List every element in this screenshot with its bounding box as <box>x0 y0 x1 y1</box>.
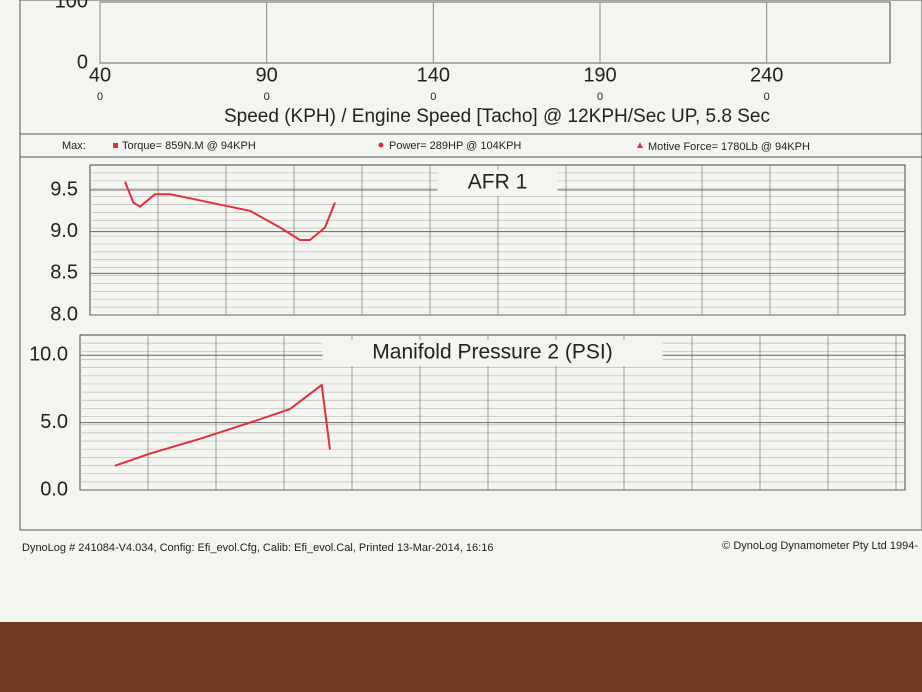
panel-title: AFR 1 <box>468 171 528 194</box>
x-tick-label: 90 <box>256 64 278 86</box>
paper <box>0 0 922 622</box>
x-tick-label: 240 <box>750 64 783 86</box>
wood-floor <box>0 620 922 692</box>
y-tick-label: 0 <box>77 51 88 73</box>
x-tick-label: 190 <box>583 64 616 86</box>
legend-marker <box>637 142 643 148</box>
legend-marker <box>113 143 118 148</box>
y-tick-label: 8.5 <box>50 262 78 284</box>
y-tick-label: 9.5 <box>50 178 78 200</box>
x-axis-label: Speed (KPH) / Engine Speed [Tacho] @ 12K… <box>224 106 770 127</box>
max-item: Torque= 859N.M @ 94KPH <box>122 140 256 152</box>
y-tick-label: 0.0 <box>40 478 68 500</box>
max-item: Power= 289HP @ 104KPH <box>389 140 521 152</box>
footer-left: DynoLog # 241084-V4.034, Config: Efi_evo… <box>22 542 493 554</box>
y-tick-label: 9.0 <box>50 220 78 242</box>
tacho-tick-label: 0 <box>597 91 603 103</box>
max-label: Max: <box>62 140 86 152</box>
footer-right: © DynoLog Dynamometer Pty Ltd 1994- <box>722 540 918 552</box>
title-bg <box>437 170 558 196</box>
x-tick-label: 140 <box>417 64 450 86</box>
title-bg <box>322 340 663 366</box>
data-line <box>114 383 331 467</box>
panel-title: Manifold Pressure 2 (PSI) <box>372 341 612 364</box>
page-frame <box>19 0 922 531</box>
tacho-tick-label: 0 <box>764 91 770 103</box>
data-line <box>124 181 336 241</box>
y-tick-label: 8.0 <box>50 303 78 325</box>
legend-marker <box>378 142 384 148</box>
tacho-tick-label: 0 <box>264 91 270 103</box>
tacho-tick-label: 0 <box>97 91 103 103</box>
y-tick-label: 10.0 <box>29 343 68 365</box>
x-tick-label: 40 <box>89 64 111 86</box>
y-tick-label: 100 <box>55 0 88 12</box>
y-tick-label: 5.0 <box>40 411 68 433</box>
tacho-tick-label: 0 <box>430 91 436 103</box>
max-item: Motive Force= 1780Lb @ 94KPH <box>648 141 810 153</box>
